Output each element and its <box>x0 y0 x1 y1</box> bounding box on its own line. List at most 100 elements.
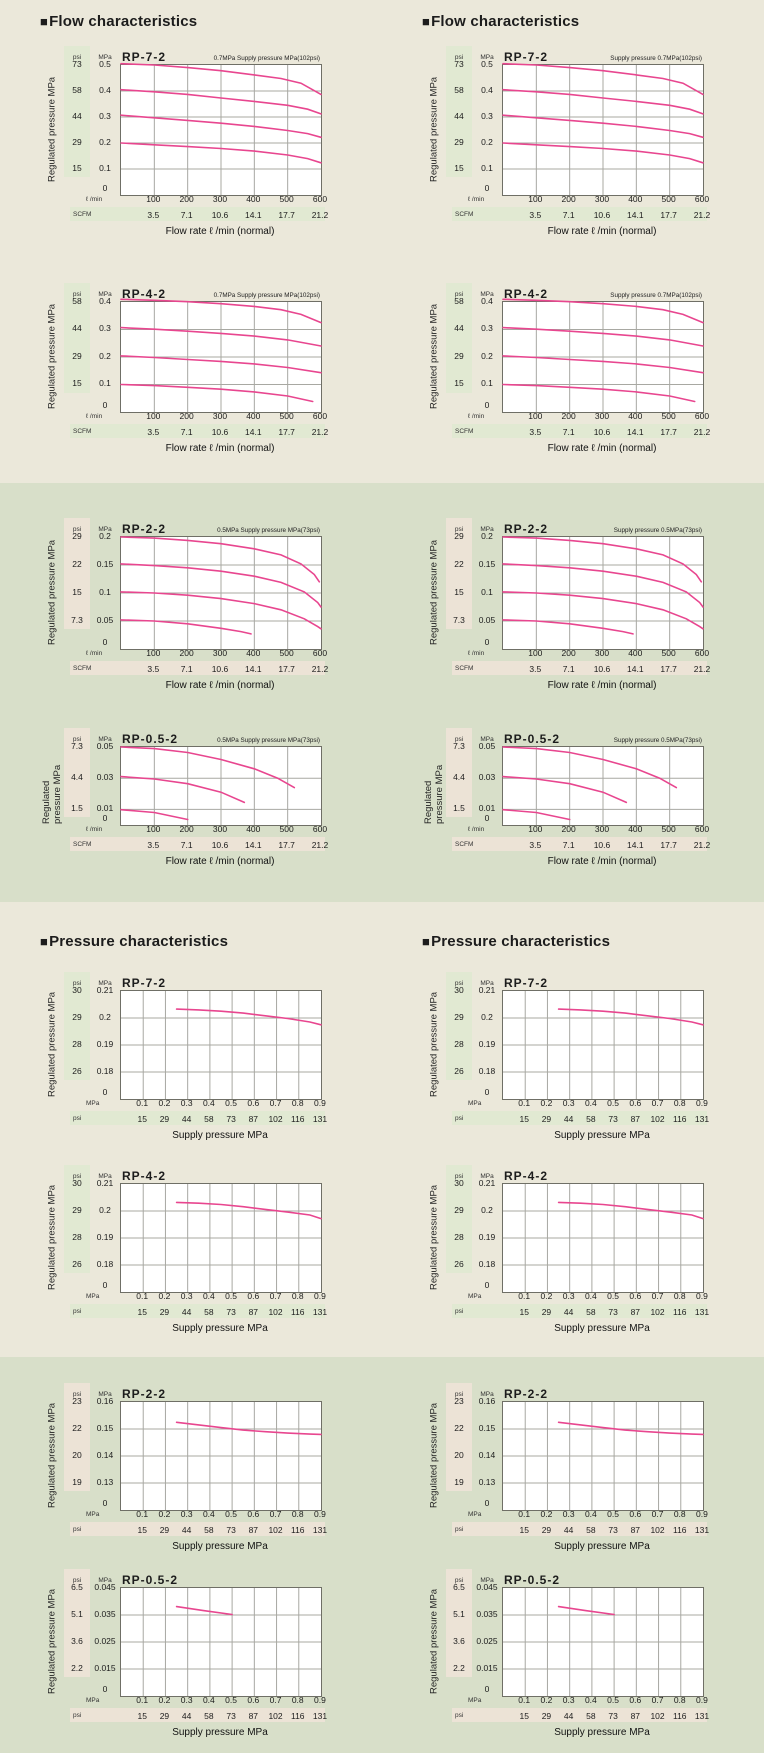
pressure-curve <box>502 88 704 115</box>
x-tick-label: 300 <box>594 824 610 834</box>
psi-unit-label: psi <box>454 1577 464 1584</box>
plot-svg <box>120 62 322 195</box>
x-axis-title: Supply pressure MPa <box>554 1727 650 1738</box>
y-tick-psi: 7.3 <box>71 740 83 751</box>
x-tick-label: 17.7 <box>660 209 677 220</box>
supply-pressure-annotation: 0.7MPa Supply pressure MPa(102psi) <box>213 292 320 299</box>
x-tick-label: 131 <box>694 1113 710 1124</box>
chart-slot: psi MPa RP-7-2 0.7MPa Supply pressure MPa(1… <box>0 46 382 237</box>
spacer <box>502 210 519 220</box>
x-unit2-label: psi <box>455 1712 464 1719</box>
mpa-unit-label: MPa <box>480 1391 494 1398</box>
pressure-chart-rp-0.5-2: psi MPa RP-0.5-2 Regulated pressure MPa 6.5 0… <box>46 1569 327 1738</box>
plot-svg <box>503 1184 704 1292</box>
y-tick-psi: 3.6 <box>453 1635 465 1646</box>
right-column: psi MPa RP-2-2 Supply pressure 0.5MPa(73psi… <box>382 483 764 902</box>
chart-slot: psi MPa RP-0.5-2 Regulated pressure MPa 6.5 0… <box>382 1569 764 1738</box>
y-tick-psi: 19 <box>454 1476 464 1487</box>
chart-title: RP-0.5-2 <box>504 1573 561 1587</box>
axis-band <box>452 1522 707 1536</box>
pressure-curve <box>120 591 322 630</box>
x-tick-label: 21.2 <box>311 663 329 674</box>
y-tick-mpa: 0.03 <box>96 771 114 782</box>
y-tick-psi: 58 <box>454 295 464 306</box>
y-tick-psi: 26 <box>72 1065 82 1076</box>
x-tick-label: 131 <box>312 1710 328 1721</box>
x-tick-label: 0.4 <box>202 1509 215 1519</box>
chart-header: psi MPa RP-7-2 <box>428 972 702 990</box>
x-tick-label: 87 <box>630 1524 641 1535</box>
chart-title: RP-4-2 <box>122 287 167 301</box>
x-tick-label: 131 <box>694 1306 710 1317</box>
y-tick: 29 0.2 <box>64 1205 120 1216</box>
x-tick-label: 7.1 <box>562 663 575 674</box>
y-axis-title: Regulated pressure MPa <box>41 764 63 824</box>
x-axis-title: Flow rate ℓ /min (normal) <box>165 226 275 237</box>
x-axis-cells: 15 29 44 58 73 87 102 116 131 <box>502 1711 709 1721</box>
x-axis-row: SCFM 3.5 7.1 10.6 14.1 17.7 21.2 <box>46 424 328 439</box>
y-tick-psi: 29 <box>72 530 82 541</box>
y-tick-mpa: 0.21 <box>96 1177 114 1188</box>
y-tick-psi: 7.3 <box>453 614 465 625</box>
spacer <box>120 1695 131 1705</box>
x-axis-cells: 100 200 300 400 500 600 <box>120 824 327 834</box>
y-tick-mpa: 0.1 <box>481 586 493 597</box>
chart-title: RP-2-2 <box>122 1387 167 1401</box>
chart-header: psi MPa RP-2-2 0.5MPa Supply pressure MPa(7… <box>46 518 320 536</box>
x-tick-label: 3.5 <box>529 663 542 674</box>
chart-title: RP-4-2 <box>504 287 549 301</box>
x-tick-label: 0.3 <box>180 1098 193 1108</box>
y-tick-mpa: 0.05 <box>478 740 496 751</box>
x-axis-cells: 3.5 7.1 10.6 14.1 17.7 21.2 <box>502 840 710 850</box>
y-tick-psi: 28 <box>72 1231 82 1242</box>
x-axis-cells: 0.1 0.2 0.3 0.4 0.5 0.6 0.7 0.8 0.9 <box>120 1291 326 1301</box>
y-tick-psi <box>64 1087 90 1098</box>
pressure-curve <box>502 536 703 583</box>
spacer <box>120 1114 131 1124</box>
y-tick: 15 0.1 <box>446 163 502 174</box>
y-tick-mpa: 0.1 <box>99 162 111 173</box>
x-tick-label: 0.3 <box>562 1098 575 1108</box>
x-tick-label: 0.1 <box>136 1695 149 1705</box>
chart-body: Regulated pressure MPa 23 0.16 22 0.15 20 0.14… <box>428 1396 704 1511</box>
pressure-curve <box>120 775 246 804</box>
x-tick-label: 600 <box>694 194 710 204</box>
pressure-curve <box>120 746 296 789</box>
x-unit-label: ℓ /min <box>468 650 485 657</box>
x-tick-label: 17.7 <box>278 426 295 437</box>
y-tick-psi: 28 <box>72 1038 82 1049</box>
y-tick: 0 <box>446 400 502 411</box>
x-tick-label: 600 <box>694 824 710 834</box>
chart-header: psi MPa RP-4-2 Supply pressure 0.7MPa(102ps… <box>428 283 702 301</box>
x-unit2-label: SCFM <box>455 841 474 848</box>
x-tick-label: 0.6 <box>629 1509 642 1519</box>
y-tick-mpa: 0.3 <box>99 323 111 333</box>
x-tick-label: 600 <box>312 648 328 658</box>
plot-area <box>502 1183 704 1293</box>
x-tick-label: 7.1 <box>180 839 193 850</box>
chart-title: RP-2-2 <box>504 522 549 536</box>
y-tick-mpa: 0.01 <box>478 802 496 813</box>
y-tick: 29 0.2 <box>446 1205 502 1216</box>
axis-band <box>70 1708 325 1722</box>
y-tick: 20 0.14 <box>64 1450 120 1461</box>
x-tick-label: 44 <box>181 1524 192 1535</box>
x-tick-label: 58 <box>204 1113 214 1124</box>
pressure-curve <box>120 563 322 608</box>
x-tick-label: 14.1 <box>245 426 262 437</box>
y-tick-mpa: 0.4 <box>481 295 493 306</box>
x-tick-label: 131 <box>312 1306 328 1317</box>
y-tick-mpa: 0.2 <box>99 1011 111 1022</box>
y-tick-psi: 22 <box>454 1422 464 1433</box>
spacer <box>120 1525 131 1535</box>
x-tick-label: 87 <box>248 1524 259 1535</box>
y-tick: 28 0.19 <box>446 1232 502 1243</box>
x-tick-label: 87 <box>248 1306 259 1317</box>
y-tick: 73 0.5 <box>64 59 120 70</box>
plot-svg <box>120 298 322 412</box>
x-unit-label: ℓ /min <box>86 826 103 833</box>
y-tick-psi: 1.5 <box>71 802 83 813</box>
x-tick-label: 0.8 <box>291 1291 304 1301</box>
x-tick-label: 3.5 <box>147 426 160 437</box>
x-tick-label: 17.7 <box>660 426 677 437</box>
